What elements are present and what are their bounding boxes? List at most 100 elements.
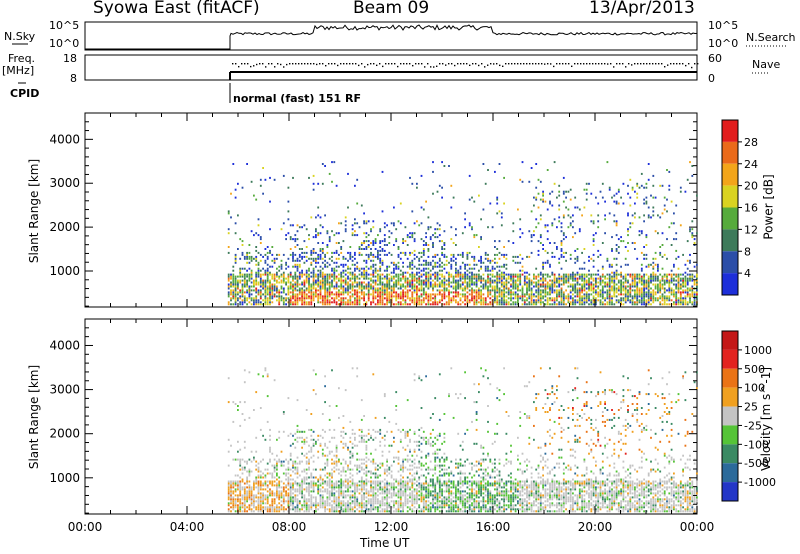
- range-cell: [312, 486, 315, 489]
- range-cell: [271, 510, 274, 513]
- range-cell: [436, 273, 439, 276]
- range-cell: [340, 508, 343, 511]
- range-cell: [471, 277, 473, 280]
- range-cell: [365, 456, 368, 459]
- range-cell: [553, 281, 556, 284]
- range-cell: [347, 259, 349, 262]
- range-cell: [321, 413, 324, 415]
- range-cell: [473, 255, 476, 258]
- range-cell: [643, 299, 645, 302]
- range-cell: [484, 283, 487, 286]
- range-cell: [379, 281, 382, 284]
- range-cell: [592, 265, 595, 268]
- range-cell: [696, 283, 698, 286]
- range-cell: [567, 285, 570, 288]
- range-cell: [523, 293, 526, 296]
- range-cell: [315, 230, 317, 233]
- range-cell: [377, 283, 379, 286]
- range-cell: [491, 289, 494, 292]
- range-cell: [402, 240, 404, 243]
- range-cell: [611, 275, 613, 278]
- range-cell: [510, 303, 512, 306]
- range-cell: [292, 238, 294, 241]
- range-cell: [432, 293, 434, 296]
- range-cell: [328, 440, 331, 443]
- range-cell: [409, 176, 411, 179]
- range-cell: [269, 446, 271, 449]
- range-cell: [356, 285, 359, 288]
- range-cell: [246, 506, 248, 509]
- range-cell: [675, 249, 678, 252]
- range-cell: [677, 275, 680, 278]
- range-cell: [367, 283, 370, 286]
- range-cell: [315, 510, 317, 513]
- range-cell: [611, 279, 613, 282]
- range-cell: [319, 496, 322, 499]
- range-cell: [271, 277, 274, 280]
- range-cell: [624, 273, 627, 276]
- range-cell: [298, 474, 301, 477]
- range-cell: [331, 488, 333, 491]
- range-cell: [673, 238, 675, 241]
- range-cell: [248, 257, 251, 260]
- range-cell: [457, 291, 460, 294]
- range-cell: [450, 226, 453, 229]
- range-cell: [517, 299, 519, 302]
- range-cell: [507, 301, 510, 304]
- range-cell: [466, 299, 469, 302]
- range-cell: [360, 428, 363, 431]
- range-cell: [604, 291, 606, 294]
- range-cell: [583, 289, 586, 292]
- range-cell: [230, 299, 232, 302]
- range-cell: [696, 291, 698, 294]
- range-cell: [310, 261, 313, 264]
- range-cell: [576, 273, 579, 276]
- range-cell: [599, 275, 602, 278]
- range-cell: [668, 303, 671, 306]
- range-cell: [315, 504, 317, 507]
- range-cell: [308, 279, 310, 282]
- range-cell: [294, 446, 297, 449]
- range-cell: [264, 369, 267, 372]
- range-cell: [652, 196, 655, 199]
- range-cell: [381, 289, 384, 292]
- range-cell: [608, 275, 611, 278]
- range-cell: [425, 273, 427, 276]
- range-cell: [372, 287, 375, 290]
- range-cell: [381, 285, 384, 288]
- range-cell: [624, 291, 627, 294]
- range-cell: [280, 287, 283, 290]
- range-cell: [315, 500, 317, 503]
- range-cell: [312, 502, 315, 505]
- range-cell: [232, 293, 235, 296]
- range-cell: [494, 261, 496, 264]
- range-cell: [340, 275, 343, 278]
- range-cell: [354, 502, 356, 505]
- range-cell: [280, 492, 283, 495]
- range-cell: [232, 291, 235, 294]
- range-cell: [640, 251, 643, 254]
- range-cell: [425, 281, 427, 284]
- range-cell: [328, 418, 331, 421]
- range-cell: [372, 299, 375, 302]
- range-cell: [583, 297, 586, 300]
- range-cell: [342, 293, 345, 296]
- range-cell: [432, 287, 434, 290]
- range-cell: [565, 281, 567, 284]
- range-cell: [381, 263, 384, 266]
- range-cell: [285, 472, 287, 475]
- range-cell: [416, 299, 418, 302]
- range-cell: [227, 210, 230, 213]
- range-cell: [305, 452, 308, 455]
- range-cell: [640, 295, 643, 298]
- range-cell: [592, 253, 595, 256]
- range-cell: [399, 283, 402, 286]
- range-cell: [255, 257, 258, 260]
- range-cell: [636, 182, 639, 185]
- range-cell: [696, 232, 698, 235]
- range-cell: [432, 267, 434, 270]
- range-cell: [338, 416, 340, 419]
- range-cell: [367, 299, 370, 302]
- range-cell: [370, 277, 372, 280]
- range-cell: [443, 283, 446, 286]
